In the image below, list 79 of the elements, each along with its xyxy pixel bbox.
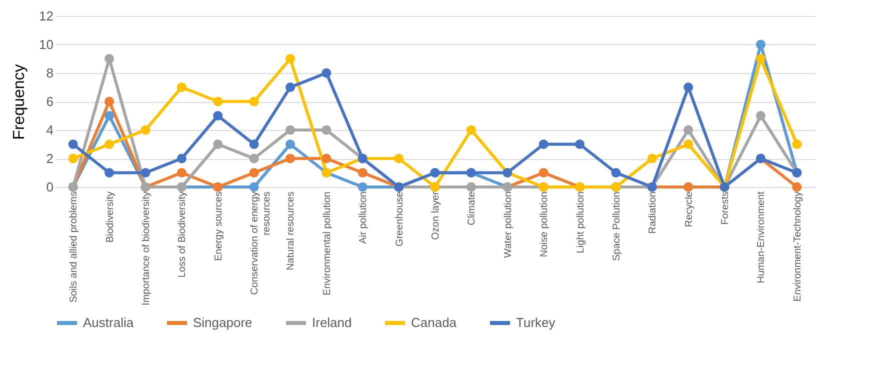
x-tick-label: Natural resources	[286, 192, 297, 270]
x-tick-label: Environmental pollution	[322, 192, 333, 296]
point	[249, 168, 259, 178]
point	[249, 182, 259, 192]
y-tick-label: 6	[46, 94, 54, 109]
point	[104, 140, 114, 149]
point	[322, 68, 332, 78]
legend-label: Singapore	[193, 315, 252, 330]
point	[322, 125, 332, 135]
legend-label: Turkey	[516, 315, 556, 330]
y-tick-label: 8	[46, 66, 54, 80]
point	[358, 182, 368, 192]
x-tick-label: Biodiversity	[104, 192, 116, 243]
point	[538, 140, 548, 149]
point	[647, 154, 657, 164]
x-tick-label: Water pollution	[502, 192, 514, 258]
point	[684, 82, 694, 92]
point	[176, 82, 186, 92]
x-tick-label: Greenhouse	[394, 191, 406, 247]
x-tick-label: Environment-Technology	[792, 192, 804, 302]
x-tick-label: Light pollution	[575, 192, 586, 254]
point	[285, 54, 295, 64]
point	[466, 125, 476, 135]
legend-label: Canada	[411, 315, 458, 330]
legend-label: Ireland	[312, 315, 352, 330]
point	[538, 168, 548, 178]
y-tick-label: 0	[46, 180, 54, 194]
point	[176, 154, 186, 164]
y-tick-label: 10	[39, 37, 54, 52]
point	[249, 96, 259, 106]
x-tick-label: Conservation of energy resources	[250, 192, 273, 295]
point	[140, 168, 150, 178]
x-tick-label: Recycle	[684, 191, 695, 228]
point	[322, 154, 332, 164]
point	[104, 111, 114, 120]
point	[104, 54, 114, 64]
point	[68, 154, 78, 164]
x-tick-label: Energy sources	[213, 192, 224, 261]
point	[756, 54, 766, 64]
point	[684, 140, 694, 149]
x-tick-label: Soils and allied problems	[68, 192, 80, 303]
point	[358, 168, 368, 178]
point	[249, 154, 259, 164]
legend-label: Australia	[83, 315, 134, 330]
x-tick-label: Noise pollution	[539, 192, 550, 258]
y-axis-title: Frequency	[11, 64, 28, 140]
x-tick-label: Radiation	[648, 192, 659, 234]
point	[792, 182, 802, 192]
point	[394, 154, 404, 164]
point	[285, 154, 295, 164]
point	[104, 96, 114, 106]
point	[611, 168, 621, 178]
point	[140, 125, 150, 135]
point	[756, 111, 766, 120]
point	[285, 82, 295, 92]
x-tick-label: Forests	[720, 192, 732, 225]
point	[68, 140, 78, 149]
x-tick-label: Climate	[466, 191, 478, 226]
x-tick-label: Importance of biodiversity	[140, 192, 152, 306]
x-tick-label: Space Pollution	[611, 192, 622, 261]
y-tick-label: 4	[46, 122, 54, 138]
point	[213, 111, 223, 120]
point	[249, 140, 259, 149]
point	[285, 140, 295, 149]
point	[684, 125, 694, 135]
point	[176, 168, 186, 178]
point	[104, 168, 114, 178]
y-tick-label: 2	[46, 151, 54, 166]
x-tick-label: Loss of Biodiversity	[177, 192, 188, 278]
x-tick-label: Human-Environment	[756, 191, 768, 284]
point	[792, 140, 802, 149]
x-tick-label: Ozon layer	[430, 190, 442, 240]
point	[285, 125, 295, 135]
y-tick-label: 12	[39, 8, 54, 24]
point	[213, 96, 223, 106]
point	[575, 140, 585, 149]
point	[756, 40, 766, 50]
point	[213, 140, 223, 149]
x-tick-label: Air pollution	[358, 192, 370, 244]
